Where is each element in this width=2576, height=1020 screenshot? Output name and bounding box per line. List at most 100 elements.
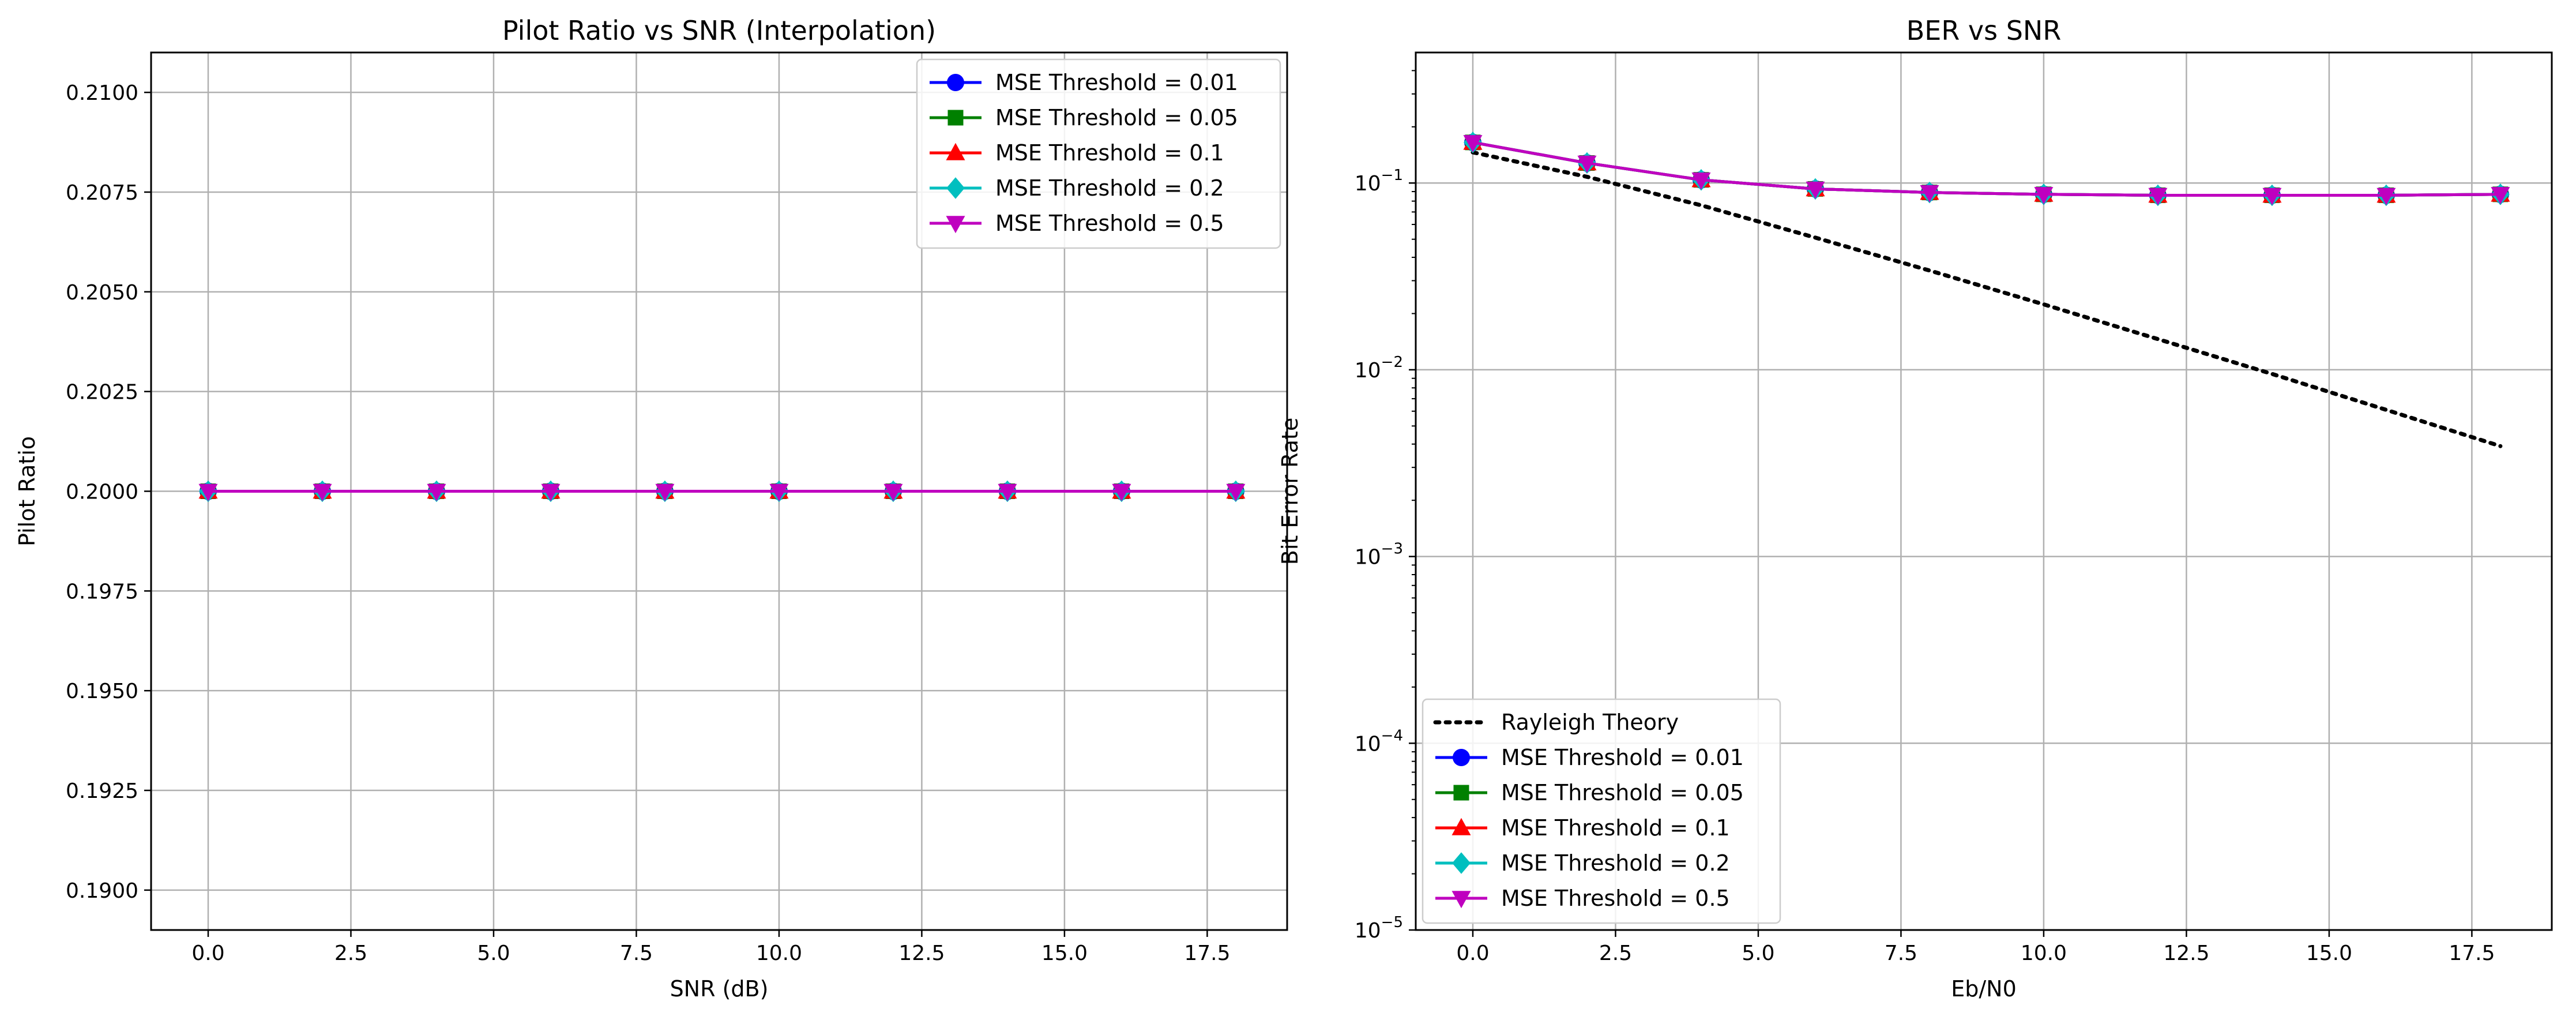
ber-legend-marker — [1451, 891, 1471, 909]
ber-y-tick-label: 10−3 — [1355, 541, 1403, 569]
ber-y-tick-base: 10 — [1355, 546, 1381, 569]
ber-axes-frame — [1415, 51, 2553, 931]
ber-data-point — [2034, 187, 2054, 205]
pilot-ratio-plot-area — [198, 480, 1246, 502]
pilot-ratio-legend: MSE Threshold = 0.01 MSE Threshold = 0.05… — [916, 58, 1281, 249]
pilot-ratio-legend-marker — [947, 110, 964, 126]
ber-data-point — [1806, 181, 1825, 199]
ber-series-mse-threshold-0-5 — [1463, 135, 2510, 205]
pilot-ratio-legend-label: MSE Threshold = 0.5 — [995, 211, 1224, 236]
ber-legend-marker — [1451, 817, 1471, 835]
pilot-ratio-legend-entry-mse-threshold-0-2: MSE Threshold = 0.2 — [930, 175, 1224, 201]
pilot-ratio-x-tick-label: 2.5 — [334, 942, 367, 965]
ber-y-tick-exponent: −3 — [1381, 541, 1403, 558]
pilot-ratio-chart: 0.0 2.5 5.0 7.5 10.0 12.5 15.0 17.5 0.1900 0.1925… — [14, 15, 1288, 1002]
pilot-ratio-data-point — [883, 483, 903, 501]
pilot-ratio-y-tick-label: 0.1925 — [66, 779, 138, 803]
ber-chart: 0.0 2.5 5.0 7.5 10.0 12.5 15.0 17.510−510−410−3… — [1277, 15, 2553, 1002]
ber-x-tick-label: 5.0 — [1742, 942, 1774, 965]
pilot-ratio-legend-marker — [946, 177, 965, 199]
pilot-ratio-y-tick-label: 0.1900 — [66, 879, 138, 903]
ber-y-tick-base: 10 — [1355, 732, 1381, 756]
ber-legend-entry-rayleigh-theory: Rayleigh Theory — [1433, 710, 1679, 735]
pilot-ratio-y-tick-label: 0.1975 — [66, 580, 138, 603]
ber-x-tick-label: 7.5 — [1885, 942, 1917, 965]
ber-x-tick-label: 17.5 — [2449, 942, 2495, 965]
ber-legend-entry-mse-threshold-0-05: MSE Threshold = 0.05 — [1435, 780, 1744, 805]
ber-y-tick-exponent: −4 — [1381, 727, 1403, 744]
ber-data-point — [1577, 155, 1597, 173]
ber-x-tick-label: 0.0 — [1456, 942, 1489, 965]
pilot-ratio-y-tick-label: 0.2075 — [66, 181, 138, 205]
pilot-ratio-legend-label: MSE Threshold = 0.05 — [995, 105, 1238, 130]
ber-data-point — [2376, 187, 2396, 205]
ber-data-point — [2148, 187, 2168, 205]
pilot-ratio-legend-label: MSE Threshold = 0.01 — [995, 70, 1238, 95]
pilot-ratio-data-point — [1226, 483, 1246, 501]
ber-legend-marker — [1453, 785, 1469, 801]
ber-y-tick-label: 10−5 — [1355, 914, 1403, 943]
ber-x-tick-label: 2.5 — [1599, 942, 1632, 965]
ber-series-line — [1472, 141, 2500, 197]
pilot-ratio-series-mse-threshold-0-5 — [198, 483, 1246, 501]
ber-y-tick-exponent: −1 — [1381, 167, 1403, 184]
ber-legend-label: MSE Threshold = 0.01 — [1501, 745, 1744, 770]
ber-legend-label: MSE Threshold = 0.5 — [1501, 886, 1730, 911]
ber-ticks: 0.0 2.5 5.0 7.5 10.0 12.5 15.0 17.510−510−410−3… — [1355, 70, 2495, 965]
ber-y-axis-label: Bit Error Rate — [1277, 418, 1303, 565]
pilot-ratio-data-point — [198, 483, 218, 501]
pilot-ratio-data-point — [427, 483, 446, 501]
ber-x-tick-label: 12.5 — [2163, 942, 2209, 965]
ber-y-tick-exponent: −2 — [1381, 354, 1403, 371]
pilot-ratio-data-point — [1112, 483, 1131, 501]
ber-plot-area — [1463, 132, 2510, 448]
pilot-ratio-legend-marker — [947, 74, 964, 91]
pilot-ratio-x-tick-label: 12.5 — [898, 942, 945, 965]
pilot-ratio-ticks: 0.0 2.5 5.0 7.5 10.0 12.5 15.0 17.5 0.1900 0.1925… — [66, 81, 1230, 965]
pilot-ratio-legend-entry-mse-threshold-0-05: MSE Threshold = 0.05 — [930, 105, 1238, 130]
pilot-ratio-data-point — [655, 483, 675, 501]
pilot-ratio-y-tick-label: 0.2050 — [66, 281, 138, 305]
pilot-ratio-x-tick-label: 17.5 — [1184, 942, 1230, 965]
pilot-ratio-legend-label: MSE Threshold = 0.1 — [995, 140, 1224, 166]
ber-x-tick-label: 15.0 — [2306, 942, 2352, 965]
pilot-ratio-legend-marker — [946, 142, 965, 160]
pilot-ratio-y-tick-label: 0.1950 — [66, 680, 138, 703]
ber-y-tick-base: 10 — [1355, 172, 1381, 196]
pilot-ratio-y-tick-label: 0.2100 — [66, 81, 138, 105]
pilot-ratio-x-axis-label: SNR (dB) — [670, 976, 769, 1002]
ber-legend-label: MSE Threshold = 0.05 — [1501, 780, 1744, 805]
pilot-ratio-data-point — [998, 483, 1017, 501]
ber-legend-marker — [1453, 749, 1470, 766]
ber-data-point — [1463, 135, 1483, 153]
ber-legend-label: MSE Threshold = 0.1 — [1501, 815, 1730, 841]
pilot-ratio-data-point — [769, 483, 789, 501]
ber-legend-entry-mse-threshold-0-1: MSE Threshold = 0.1 — [1435, 815, 1730, 841]
ber-chart-title: BER vs SNR — [1906, 15, 2062, 46]
pilot-ratio-legend-label: MSE Threshold = 0.2 — [995, 175, 1224, 201]
ber-series-line-rayleigh-theory — [1471, 150, 2503, 448]
ber-y-tick-label: 10−1 — [1355, 167, 1403, 196]
ber-legend-entry-mse-threshold-0-01: MSE Threshold = 0.01 — [1435, 745, 1744, 770]
ber-legend-entry-mse-threshold-0-5: MSE Threshold = 0.5 — [1435, 886, 1730, 911]
pilot-ratio-data-point — [541, 483, 561, 501]
pilot-ratio-x-tick-label: 15.0 — [1041, 942, 1088, 965]
pilot-ratio-legend-entry-mse-threshold-0-1: MSE Threshold = 0.1 — [930, 140, 1224, 166]
pilot-ratio-data-point — [313, 483, 332, 501]
pilot-ratio-legend-entry-mse-threshold-0-5: MSE Threshold = 0.5 — [930, 211, 1224, 236]
ber-x-tick-label: 10.0 — [2021, 942, 2067, 965]
ber-legend-label: MSE Threshold = 0.2 — [1501, 850, 1730, 876]
ber-legend: Rayleigh Theory MSE Threshold = 0.01 MSE T… — [1421, 698, 1781, 924]
ber-data-point — [1691, 172, 1711, 190]
ber-y-tick-label: 10−4 — [1355, 727, 1403, 756]
ber-y-tick-base: 10 — [1355, 919, 1381, 943]
ber-y-tick-label: 10−2 — [1355, 354, 1403, 382]
ber-legend-marker — [1452, 852, 1471, 874]
ber-data-point — [2491, 187, 2510, 205]
pilot-ratio-y-tick-label: 0.2000 — [66, 481, 138, 504]
pilot-ratio-x-tick-label: 0.0 — [191, 942, 224, 965]
pilot-ratio-legend-box — [916, 58, 1281, 249]
ber-x-axis-label: Eb/N0 — [1951, 976, 2017, 1002]
pilot-ratio-x-tick-label: 5.0 — [477, 942, 510, 965]
